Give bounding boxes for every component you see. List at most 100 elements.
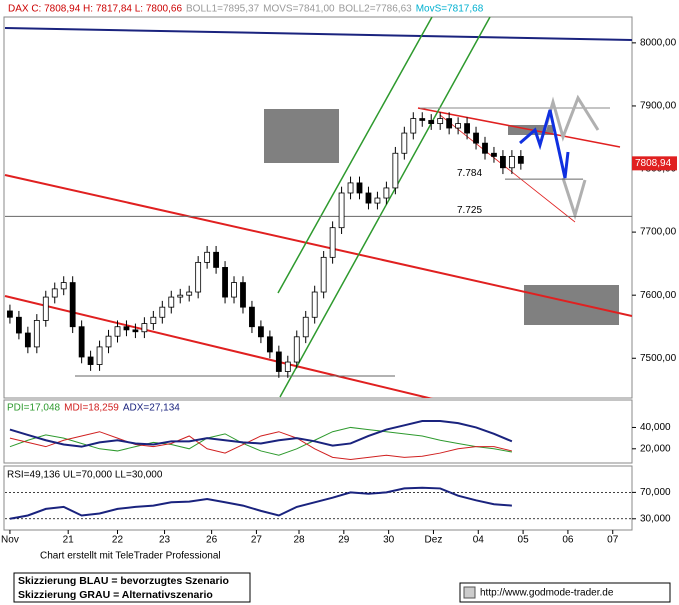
x-tick-label: 07 xyxy=(607,535,619,546)
candle-body xyxy=(266,336,273,353)
trend-line xyxy=(4,295,433,398)
candle-body xyxy=(338,192,345,229)
legend-text: Skizzierung GRAU = Alternativszenario xyxy=(18,589,213,601)
moving-line xyxy=(4,27,632,41)
main-panel xyxy=(3,16,633,399)
candle-body xyxy=(410,118,417,134)
header-text: MOVS=7841,00 xyxy=(263,4,335,15)
candle-body xyxy=(51,288,58,298)
candle-body xyxy=(213,251,219,268)
icon xyxy=(463,586,476,599)
legend-text: Skizzierung BLAU = bevorzugtes Szenario xyxy=(18,575,229,587)
legend-entry: MDI=18,259 xyxy=(64,403,119,414)
trend-line xyxy=(417,107,621,148)
candle-body xyxy=(482,142,488,154)
candle-body xyxy=(195,261,202,293)
channel-line xyxy=(277,17,433,294)
gray-box xyxy=(524,285,619,325)
dmi-panel xyxy=(3,399,633,464)
rsi-label: RSI=49,136 UL=70,000 LL=30,000 xyxy=(7,470,163,481)
candle-body xyxy=(7,310,13,318)
x-tick-label: 26 xyxy=(206,535,218,546)
rsi-line xyxy=(9,486,512,520)
x-tick-label: 27 xyxy=(251,535,263,546)
candle-body xyxy=(258,326,264,338)
candle-body xyxy=(329,227,336,258)
candle-body xyxy=(517,156,524,164)
y-tick-label: 7500,00 xyxy=(640,353,677,364)
x-tick-label: 05 xyxy=(518,535,530,546)
y-tick-label: 7900,00 xyxy=(640,101,677,112)
trend-line xyxy=(439,114,576,223)
candle-body xyxy=(392,152,399,189)
legend-entry: ADX=27,134 xyxy=(123,403,180,414)
candle-body xyxy=(69,282,76,328)
candle-body xyxy=(204,251,211,263)
x-tick-label: Dez xyxy=(425,535,443,546)
candle-body xyxy=(177,294,184,298)
candle-body xyxy=(473,132,479,144)
candle-body xyxy=(293,336,300,363)
candle-body xyxy=(87,356,94,365)
level-label: 7.725 xyxy=(457,205,482,216)
candle-body xyxy=(114,326,121,337)
y-tick-label: 7600,00 xyxy=(640,290,677,301)
channel-line xyxy=(279,17,491,398)
y-tick-label: 30,000 xyxy=(640,513,671,524)
x-tick-label: 04 xyxy=(473,535,485,546)
y-tick-label: 8000,00 xyxy=(640,38,677,49)
y-tick-label: 40,000 xyxy=(640,422,671,433)
price-tag xyxy=(632,156,677,171)
trend-line xyxy=(4,174,632,317)
x-tick-label: 29 xyxy=(338,535,350,546)
x-tick-label: 06 xyxy=(562,535,574,546)
candle-body xyxy=(320,256,327,293)
candle-body xyxy=(455,123,462,129)
url-box xyxy=(459,582,671,603)
candle-body xyxy=(141,323,148,333)
candle-body xyxy=(24,332,31,348)
candle-body xyxy=(401,132,408,154)
preferred-scenario xyxy=(519,109,570,179)
candle-body xyxy=(311,291,318,318)
indicator-line xyxy=(9,420,513,448)
candle-body xyxy=(365,192,372,204)
header: DAX C: 7808,94 H: 7817,84 L: 7800,66 BOLL… xyxy=(8,4,484,15)
candle-body xyxy=(159,306,166,318)
credit: Chart erstellt mit TeleTrader Profession… xyxy=(40,551,221,562)
candle-body xyxy=(168,296,175,308)
indicator-line xyxy=(9,431,513,460)
candle-body xyxy=(428,120,435,125)
candle-body xyxy=(15,316,22,334)
candle-body xyxy=(78,326,85,358)
candle-body xyxy=(302,316,309,338)
price-tag-label: 7808,94 xyxy=(635,158,672,169)
x-tick-label: 23 xyxy=(159,535,171,546)
candle-body xyxy=(437,118,444,125)
legend-box xyxy=(13,572,251,603)
candle-body xyxy=(186,291,193,296)
candle-body xyxy=(347,182,354,194)
y-tick-label: 20,000 xyxy=(640,443,671,454)
candle-body xyxy=(240,282,246,308)
x-tick-label: 22 xyxy=(112,535,124,546)
rsi-panel xyxy=(3,465,633,531)
header-text: DAX C: 7808,94 H: 7817,84 L: 7800,66 xyxy=(8,4,182,15)
indicator-line xyxy=(9,426,512,456)
legend-entry: PDI=17,048 xyxy=(7,403,61,414)
x-tick-label: 28 xyxy=(293,535,305,546)
candle-body xyxy=(123,326,130,331)
candle-body xyxy=(42,296,49,321)
candle-body xyxy=(96,346,103,365)
header-text: BOLL1=7895,37 xyxy=(186,4,260,15)
x-tick-label: 21 xyxy=(63,535,75,546)
candle-body xyxy=(33,320,40,348)
candle-body xyxy=(491,152,497,157)
candle-body xyxy=(508,156,515,169)
candle-body xyxy=(284,361,291,372)
candle-body xyxy=(60,282,67,290)
y-tick-label: 7700,00 xyxy=(640,227,677,238)
y-tick-label: 70,000 xyxy=(640,487,671,498)
candle-body xyxy=(374,197,381,204)
